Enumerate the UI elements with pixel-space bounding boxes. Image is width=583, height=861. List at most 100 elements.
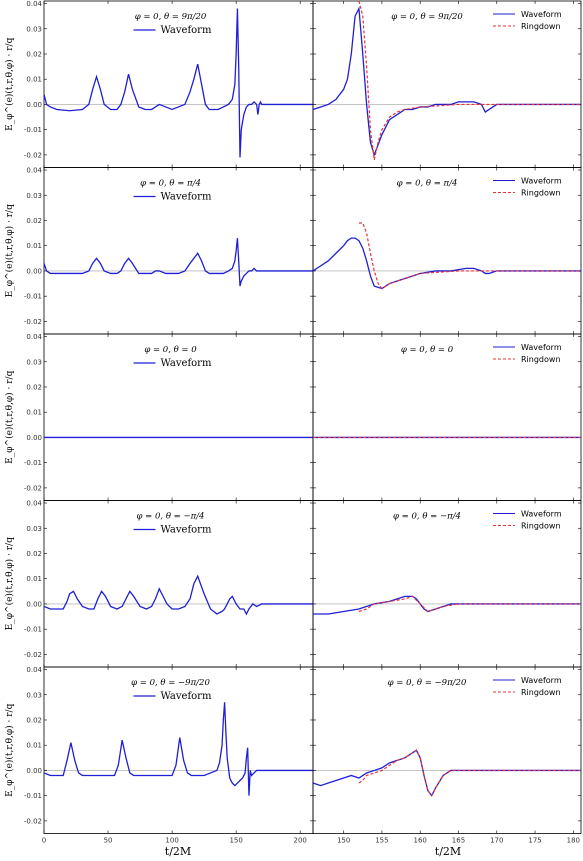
- panel-left-row-0: 0.04 0.03 0.02 0.01 0.00 -0.01 -0.02 φ = 0, θ =…: [4, 0, 314, 168]
- legend-waveform-label: Waveform: [161, 25, 212, 36]
- panel-left-row-4: 0.04 0.03 0.02 0.01 0.00 -0.01 -0.02 0 50 100 150 2…: [4, 666, 314, 845]
- panel-title: φ = 0, θ = 9π/20: [135, 12, 207, 22]
- panel-left-row-1: 0.04 0.03 0.02 0.01 0.00 -0.01 -0.02 φ = 0, θ =…: [4, 167, 314, 335]
- legend-waveform-label: Waveform: [161, 525, 212, 536]
- y-tick-label: 0.02: [26, 550, 42, 558]
- y-tick-label: 0.04: [26, 666, 42, 674]
- x-tick-label: 160: [414, 837, 427, 845]
- panel-right-row-4: 150 155 160 165 170 175 180 φ = 0, θ = −9π/20 Wa…: [312, 666, 582, 845]
- y-tick-label: 0.00: [26, 267, 42, 275]
- y-tick-label: 0.04: [26, 500, 42, 508]
- y-tick-label: -0.02: [24, 484, 42, 492]
- x-axis-label-right: t/2M: [435, 845, 461, 858]
- panel-right-row-0: φ = 0, θ = 9π/20 Waveform Ringdown: [312, 0, 582, 168]
- y-tick-label: -0.01: [24, 792, 42, 800]
- x-tick-label: 100: [165, 837, 178, 845]
- panel-right-row-1: φ = 0, θ = π/4 Waveform Ringdown: [312, 167, 582, 335]
- ringdown-series-line: [358, 749, 581, 797]
- waveform-series-line: [313, 6, 581, 157]
- y-tick-label: 0.03: [26, 525, 42, 533]
- panel-title: φ = 0, θ = 0: [401, 345, 454, 355]
- y-tick-label: -0.02: [24, 151, 42, 159]
- y-tick-label: 0.01: [26, 409, 42, 417]
- legend-ringdown-label: Ringdown: [521, 522, 561, 531]
- legend-ringdown-label: Ringdown: [521, 355, 561, 364]
- x-tick-label: 155: [375, 837, 388, 845]
- panel-left-row-3: 0.04 0.03 0.02 0.01 0.00 -0.01 -0.02 φ = 0, θ =…: [4, 500, 314, 668]
- panel-right-row-2: φ = 0, θ = 0 Waveform Ringdown: [312, 333, 582, 501]
- y-tick-label: 0.03: [26, 192, 42, 200]
- waveform-series-line: [313, 749, 581, 797]
- y-tick-label: 0.03: [26, 358, 42, 366]
- panel-title: φ = 0, θ = −9π/20: [388, 678, 467, 688]
- ringdown-series-line: [358, 595, 581, 613]
- ringdown-series-line: [358, 1, 581, 161]
- y-axis-label: E_φ^(e)(t,r,θ,φ) · r/q: [4, 370, 15, 463]
- panel-title: φ = 0, θ = π/4: [397, 179, 458, 189]
- panel-title: φ = 0, θ = π/4: [140, 179, 201, 189]
- y-axis-label: E_φ^(e)(t,r,θ,φ) · r/q: [4, 204, 15, 297]
- y-tick-label: 0.02: [26, 50, 42, 58]
- panel-title: φ = 0, θ = −π/4: [393, 512, 461, 522]
- x-axis-label-left: t/2M: [165, 845, 191, 858]
- ringdown-series-line: [358, 222, 581, 290]
- legend-waveform-label: Waveform: [161, 192, 212, 203]
- y-tick-label: 0.00: [26, 600, 42, 608]
- waveform-series-line: [44, 8, 313, 158]
- waveform-series-line: [44, 574, 313, 616]
- legend-waveform-label: Waveform: [161, 358, 212, 369]
- waveform-series-line: [44, 238, 313, 287]
- y-tick-label: 0.04: [26, 0, 42, 8]
- y-tick-label: -0.01: [24, 293, 42, 301]
- x-tick-label: 200: [294, 837, 307, 845]
- panel-frame: [312, 666, 582, 834]
- panel-title: φ = 0, θ = −π/4: [137, 512, 205, 522]
- y-axis-label: E_φ^(e)(t,r,θ,φ) · r/q: [4, 703, 15, 796]
- y-tick-label: 0.02: [26, 716, 42, 724]
- y-tick-label: 0.00: [26, 767, 42, 775]
- x-tick-label: 180: [567, 837, 580, 845]
- panel-title: φ = 0, θ = −9π/20: [131, 678, 210, 688]
- y-tick-label: 0.04: [26, 167, 42, 175]
- panels-group: 0.04 0.03 0.02 0.01 0.00 -0.01 -0.02 φ = 0, θ =…: [4, 0, 582, 845]
- x-tick-label: 150: [337, 837, 350, 845]
- panel-right-row-3: φ = 0, θ = −π/4 Waveform Ringdown: [312, 500, 582, 668]
- legend-waveform-label: Waveform: [521, 676, 562, 685]
- x-tick-label: 0: [42, 837, 46, 845]
- y-tick-label: 0.01: [26, 242, 42, 250]
- legend-ringdown-label: Ringdown: [521, 189, 561, 198]
- y-tick-label: 0.01: [26, 575, 42, 583]
- y-tick-label: 0.02: [26, 383, 42, 391]
- legend-ringdown-label: Ringdown: [521, 688, 561, 697]
- y-tick-label: 0.03: [26, 25, 42, 33]
- y-tick-label: -0.01: [24, 626, 42, 634]
- y-tick-label: -0.01: [24, 459, 42, 467]
- y-tick-label: -0.02: [24, 651, 42, 659]
- y-tick-label: 0.01: [26, 742, 42, 750]
- y-tick-label: -0.02: [24, 318, 42, 326]
- legend-waveform-label: Waveform: [521, 177, 562, 186]
- legend-waveform-label: Waveform: [161, 691, 212, 702]
- y-axis-label: E_φ^(e)(t,r,θ,φ) · r/q: [4, 37, 15, 130]
- legend-waveform-label: Waveform: [521, 10, 562, 19]
- y-axis-label: E_φ^(e)(t,r,θ,φ) · r/q: [4, 537, 15, 630]
- y-tick-label: 0.03: [26, 691, 42, 699]
- y-tick-label: 0.04: [26, 333, 42, 341]
- panel-left-row-2: 0.04 0.03 0.02 0.01 0.00 -0.01 -0.02 φ = 0, θ =…: [4, 333, 314, 501]
- y-tick-label: 0.00: [26, 434, 42, 442]
- y-tick-label: 0.02: [26, 217, 42, 225]
- legend-waveform-label: Waveform: [521, 510, 562, 519]
- legend-waveform-label: Waveform: [521, 343, 562, 352]
- waveform-series-line: [44, 702, 313, 796]
- y-tick-label: 0.01: [26, 76, 42, 84]
- x-tick-label: 170: [490, 837, 503, 845]
- panel-title: φ = 0, θ = 9π/20: [391, 12, 463, 22]
- y-tick-label: -0.01: [24, 126, 42, 134]
- x-tick-label: 150: [229, 837, 242, 845]
- legend-ringdown-label: Ringdown: [521, 22, 561, 31]
- x-tick-label: 175: [528, 837, 541, 845]
- y-tick-label: -0.02: [24, 817, 42, 825]
- x-tick-label: 50: [104, 837, 113, 845]
- y-tick-label: 0.00: [26, 101, 42, 109]
